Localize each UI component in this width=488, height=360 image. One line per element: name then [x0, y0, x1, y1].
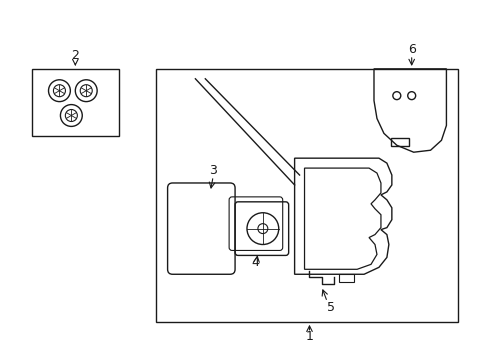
Bar	[155, 69, 457, 322]
Text: 3: 3	[209, 163, 217, 176]
Text: 6: 6	[407, 42, 415, 55]
Text: 4: 4	[250, 256, 258, 269]
Bar	[390, 138, 408, 146]
Text: 2: 2	[71, 49, 79, 63]
Text: 5: 5	[326, 301, 335, 314]
Text: 1: 1	[305, 330, 313, 343]
Bar	[32, 69, 119, 136]
